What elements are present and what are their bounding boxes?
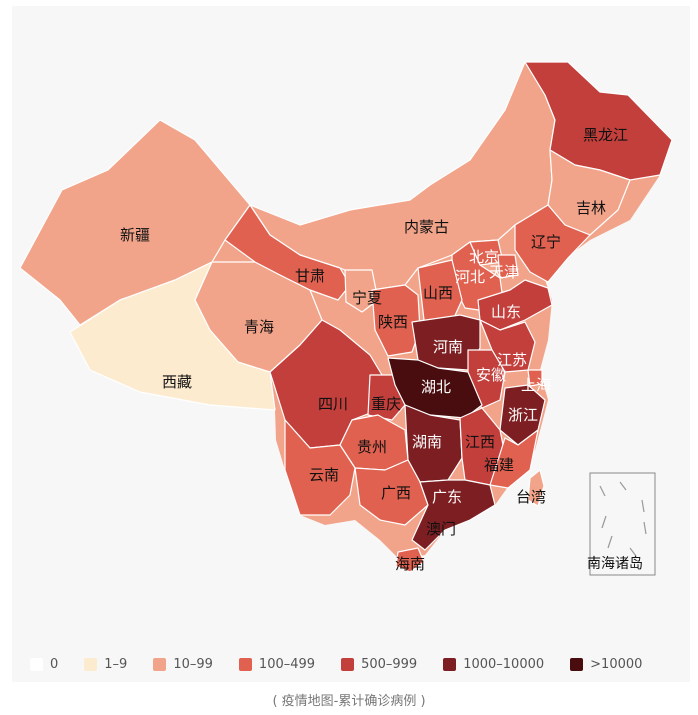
province-shape-辽宁[interactable] <box>514 204 591 283</box>
province-label: 湖南 <box>412 433 442 451</box>
province-label: 福建 <box>484 456 514 474</box>
province-label: 澳门 <box>426 520 456 538</box>
province-label: 江西 <box>465 433 495 451</box>
inset-islands <box>599 481 647 557</box>
legend-item[interactable]: 0 <box>30 657 58 672</box>
province-label: 青海 <box>244 318 274 336</box>
legend-label: 0 <box>50 656 59 672</box>
legend-item[interactable]: 1000–10000 <box>443 657 544 672</box>
province-label: 江苏 <box>497 351 527 369</box>
legend-label: 1–9 <box>104 656 128 672</box>
province-label: 四川 <box>318 395 348 413</box>
province-label: 辽宁 <box>531 233 561 251</box>
province-label: 广东 <box>432 488 462 506</box>
legend-label: >10000 <box>590 656 643 672</box>
province-label: 黑龙江 <box>583 126 628 144</box>
province-label: 上海 <box>521 376 551 394</box>
province-label: 山西 <box>423 284 453 302</box>
province-label: 海南 <box>395 555 425 573</box>
province-label: 宁夏 <box>352 289 382 307</box>
south-china-sea-inset <box>589 472 656 576</box>
province-label: 台湾 <box>516 488 546 506</box>
caption: ( 疫情地图-累计确诊病例 ) <box>272 694 426 709</box>
province-shape-上海[interactable] <box>527 369 543 387</box>
legend-item[interactable]: 500–999 <box>341 657 417 672</box>
province-label: 新疆 <box>120 226 150 244</box>
province-label: 西藏 <box>162 373 192 391</box>
province-label: 安徽 <box>476 366 506 384</box>
legend-label: 10–99 <box>173 656 213 672</box>
legend: 0 1–9 10–99 100–499 500–999 1000–10000 >10000 <box>30 652 668 676</box>
province-label: 广西 <box>381 484 411 502</box>
legend-item[interactable]: 100–499 <box>238 656 316 672</box>
legend-swatch <box>153 657 167 671</box>
legend-swatch <box>84 657 98 671</box>
province-label: 河南 <box>433 338 463 356</box>
province-shape-山西[interactable] <box>417 259 463 323</box>
province-shape-广东[interactable] <box>411 479 496 551</box>
legend-item[interactable]: >10000 <box>570 657 642 672</box>
legend-swatch <box>30 657 43 671</box>
province-hainan-shape[interactable] <box>395 547 425 573</box>
legend-item[interactable]: 10–99 <box>153 657 213 672</box>
legend-swatch <box>570 657 584 671</box>
province-shape-云南[interactable] <box>284 419 356 516</box>
legend-swatch <box>341 657 355 671</box>
province-label: 河北 <box>455 268 485 286</box>
province-shape-宁夏[interactable] <box>344 269 379 313</box>
legend-swatch <box>238 657 252 671</box>
province-label: 内蒙古 <box>404 218 449 236</box>
province-label: 甘肃 <box>295 267 325 285</box>
legend-swatch <box>443 657 457 671</box>
province-shape-天津[interactable] <box>497 254 519 279</box>
province-label: 贵州 <box>357 438 387 456</box>
province-label: 山东 <box>491 303 521 321</box>
province-label: 陕西 <box>378 313 408 331</box>
province-label: 天津 <box>489 263 519 281</box>
legend-item[interactable]: 1–9 <box>84 657 127 672</box>
province-label: 北京 <box>469 248 499 266</box>
inset-label: 南海诸岛 <box>587 556 643 572</box>
province-label: 浙江 <box>508 406 538 424</box>
province-shape-吉林[interactable] <box>547 149 631 236</box>
legend-label: 500–999 <box>361 656 418 672</box>
province-label: 云南 <box>309 466 339 484</box>
province-label: 吉林 <box>576 199 606 217</box>
province-label: 重庆 <box>371 395 401 413</box>
province-label: 湖北 <box>421 378 451 396</box>
province-taiwan-shape[interactable] <box>527 469 545 507</box>
legend-label: 100–499 <box>258 656 316 672</box>
legend-label: 1000–10000 <box>463 656 545 672</box>
